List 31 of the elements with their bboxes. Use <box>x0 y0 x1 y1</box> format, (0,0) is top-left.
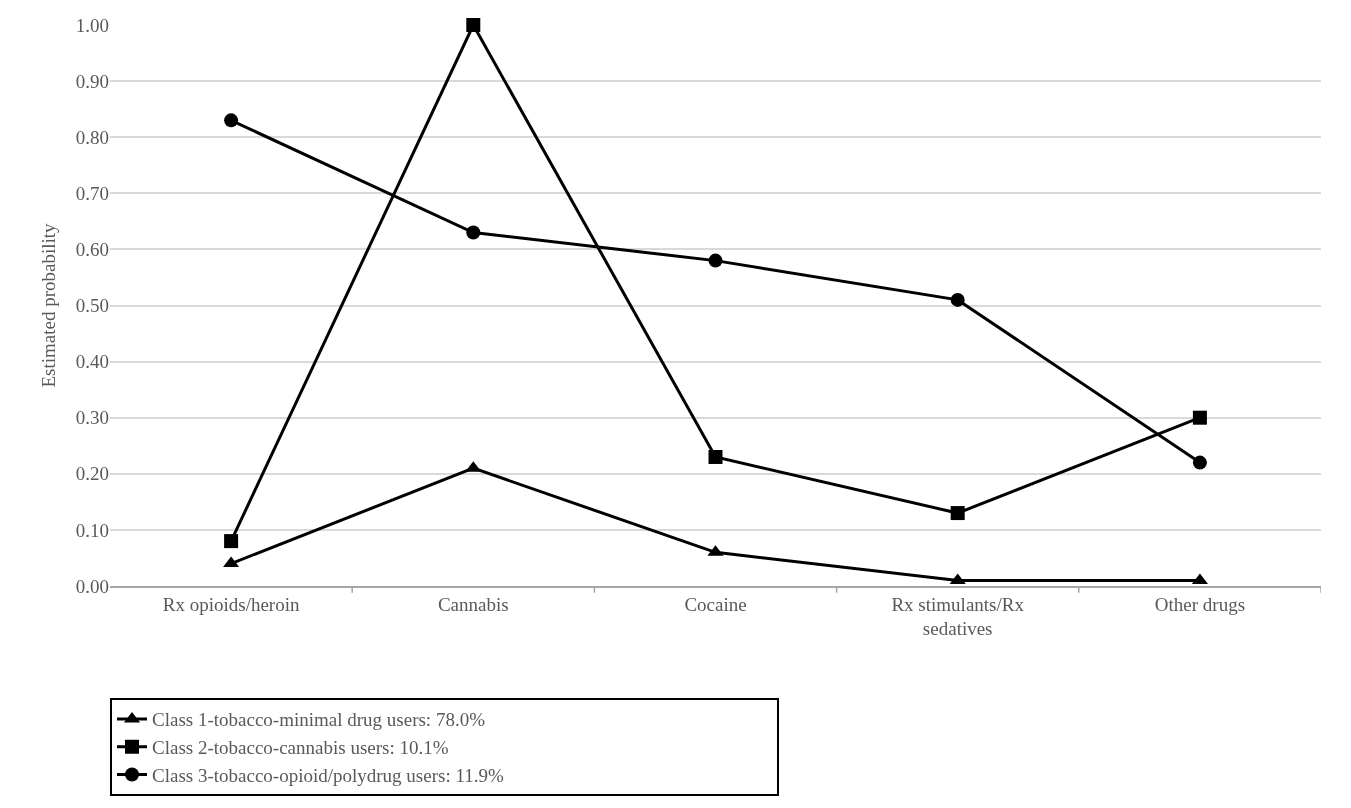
point <box>466 18 481 32</box>
point <box>224 534 239 549</box>
x-tick-label: Cocaine <box>684 593 747 615</box>
x-tick-label: Rx opioids/heroin <box>162 593 300 615</box>
point <box>708 253 723 268</box>
point <box>950 506 965 521</box>
y-tick-label: 0.90 <box>75 70 109 92</box>
legend-label: Class 2-tobacco-cannabis users: 10.1% <box>152 737 449 759</box>
y-axis-title: Estimated probability <box>37 222 59 388</box>
point <box>466 225 481 240</box>
legend-label: Class 3-tobacco-opioid/polydrug users: 11.9% <box>152 764 504 786</box>
y-tick-label: 0.50 <box>75 295 109 317</box>
y-tick-label: 0.80 <box>75 126 109 148</box>
y-tick-label: 0.30 <box>75 407 109 429</box>
y-tick-label: 0.10 <box>75 519 109 541</box>
point <box>1192 455 1207 470</box>
point <box>224 113 239 128</box>
y-tick-label: 0.40 <box>75 351 109 373</box>
point <box>950 292 965 307</box>
y-tick-label: 0.60 <box>75 239 109 261</box>
y-tick-label: 0.00 <box>75 575 109 597</box>
point <box>223 556 240 568</box>
x-tick-label: Cannabis <box>437 593 509 615</box>
y-tick-label: 0.70 <box>75 182 109 204</box>
legend-label: Class 1-tobacco-minimal drug users: 78.0% <box>152 709 486 731</box>
point <box>1192 410 1207 425</box>
x-tick-label: Other drugs <box>1154 593 1246 615</box>
point <box>708 449 723 464</box>
y-tick-label: 1.00 <box>75 14 109 36</box>
y-tick-label: 0.20 <box>75 463 109 485</box>
x-tick-label: Rx stimulants/Rx sedatives <box>891 593 1025 640</box>
